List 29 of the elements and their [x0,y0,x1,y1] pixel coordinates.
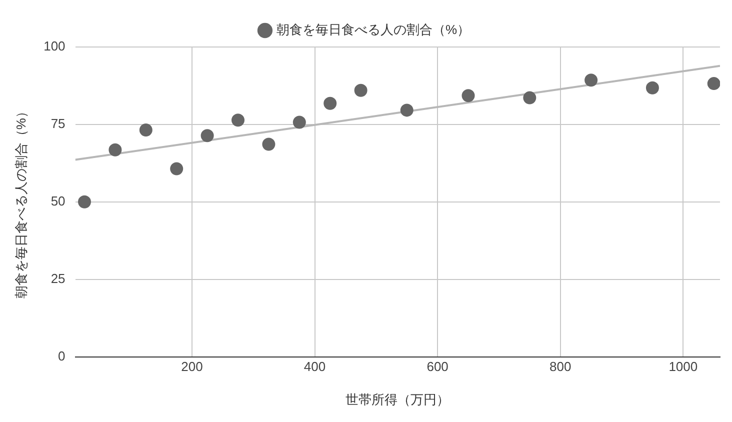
point [646,81,659,94]
point [170,162,184,176]
point [200,129,214,142]
point [707,77,720,90]
point [584,74,598,87]
x-axis-title: 世帯所得（万円） [346,392,450,407]
x-tick-label: 600 [426,359,448,374]
point [78,195,91,208]
point [400,104,414,117]
y-tick-label: 25 [50,270,66,286]
x-tick-label: 400 [304,359,326,374]
y-tick-label: 100 [44,38,66,54]
point [139,124,152,137]
y-axis-title: 朝食を毎日食べる人の割合（%） [13,105,28,299]
x-tick-label: 800 [550,359,572,374]
point [262,138,276,151]
x-tick-label: 200 [181,359,203,374]
point [232,114,245,127]
point [462,89,475,102]
point [292,116,306,129]
point [324,96,337,110]
y-tick-label: 75 [50,116,66,132]
x-tick-label: 1000 [668,359,698,374]
legend-label: 朝食を毎日食べる人の割合（%） [276,22,470,38]
point [354,84,368,97]
y-tick-label: 0 [58,348,66,364]
point [523,91,536,104]
y-tick-label: 50 [50,193,66,208]
point [108,143,122,156]
